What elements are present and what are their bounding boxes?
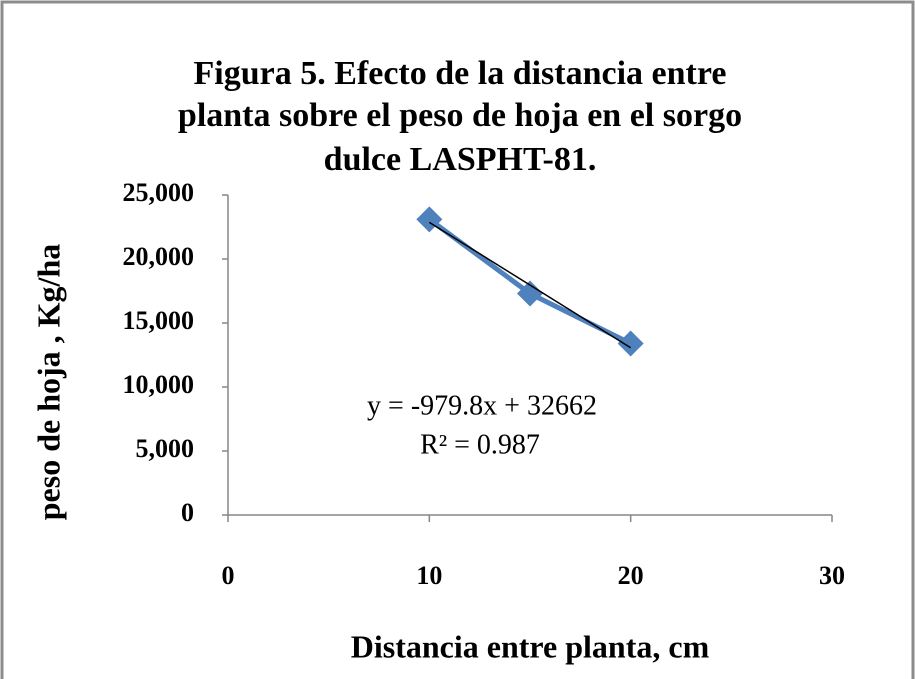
y-axis-label: peso de hoja , Kg/ha [30, 244, 66, 520]
chart-title: dulce LASPHT-81. [324, 141, 597, 178]
data-marker [617, 330, 644, 357]
x-tick-label: 20 [618, 561, 644, 590]
y-tick-label: 15,000 [123, 306, 195, 335]
trendline [428, 221, 632, 349]
y-tick-label: 0 [181, 498, 194, 527]
chart-title: planta sobre el peso de hoja en el sorgo [178, 97, 742, 134]
x-axis-label: Distancia entre planta, cm [351, 628, 710, 664]
y-tick-label: 20,000 [123, 242, 195, 271]
x-tick-label: 10 [416, 561, 442, 590]
trendline-equation: y = -979.8x + 32662 [367, 390, 597, 421]
y-tick-label: 25,000 [123, 178, 195, 207]
y-tick-label: 10,000 [123, 370, 195, 399]
trendline-r-squared: R² = 0.987 [420, 429, 540, 460]
x-tick-label: 0 [222, 561, 235, 590]
y-tick-label: 5,000 [136, 434, 195, 463]
data-marker [517, 280, 543, 307]
x-tick-label: 30 [819, 561, 845, 590]
chart-title: Figura 5. Efecto de la distancia entre [194, 55, 727, 92]
